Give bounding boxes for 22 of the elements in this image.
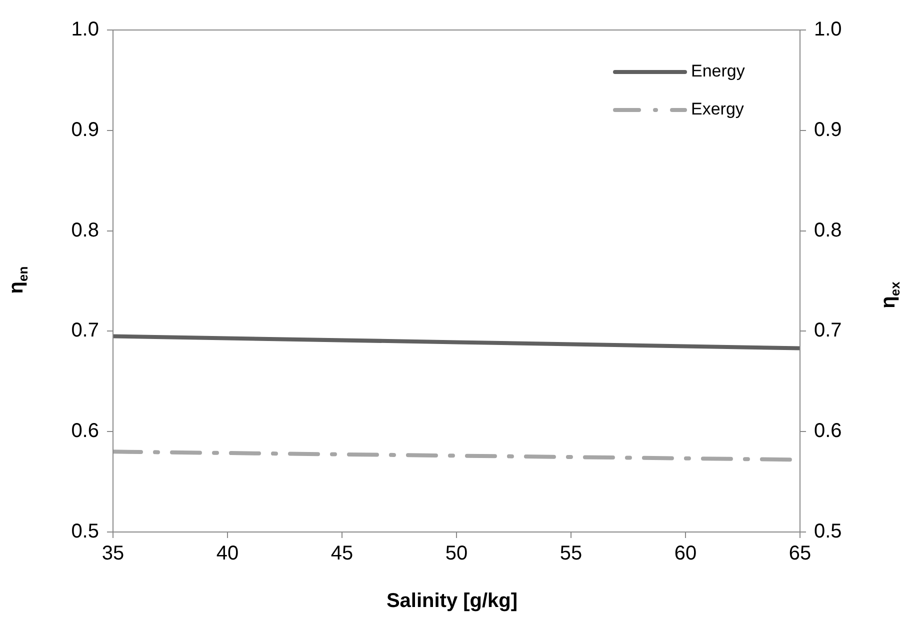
x-tick-label: 55 [560, 542, 582, 565]
x-tick-label: 45 [330, 542, 354, 565]
y2-tick-label: 0.8 [814, 219, 842, 242]
y-tick-label: 0.5 [71, 520, 99, 543]
y2-tick-label: 0.5 [814, 520, 842, 543]
y-tick-label: 0.6 [71, 420, 99, 442]
x-tick-label: 65 [788, 542, 812, 565]
x-tick-label: 40 [216, 542, 239, 565]
y-tick-label: 1.0 [71, 18, 99, 41]
y2-tick-label: 0.7 [814, 320, 842, 342]
legend-label: Energy [691, 62, 746, 81]
y-tick-label: 0.7 [71, 320, 99, 342]
x-tick-label: 35 [102, 542, 124, 565]
x-tick-label: 60 [674, 542, 697, 565]
x-axis-title: Salinity [g/kg] [385, 590, 519, 613]
x-tick-label: 50 [445, 542, 468, 565]
legend-label: Exergy [691, 100, 744, 119]
y2-tick-label: 0.6 [814, 420, 842, 442]
y2-tick-label: 0.9 [814, 118, 842, 141]
y-tick-label: 0.8 [71, 219, 99, 242]
y2-tick-label: 1.0 [814, 18, 842, 41]
y-tick-label: 0.9 [71, 118, 99, 141]
